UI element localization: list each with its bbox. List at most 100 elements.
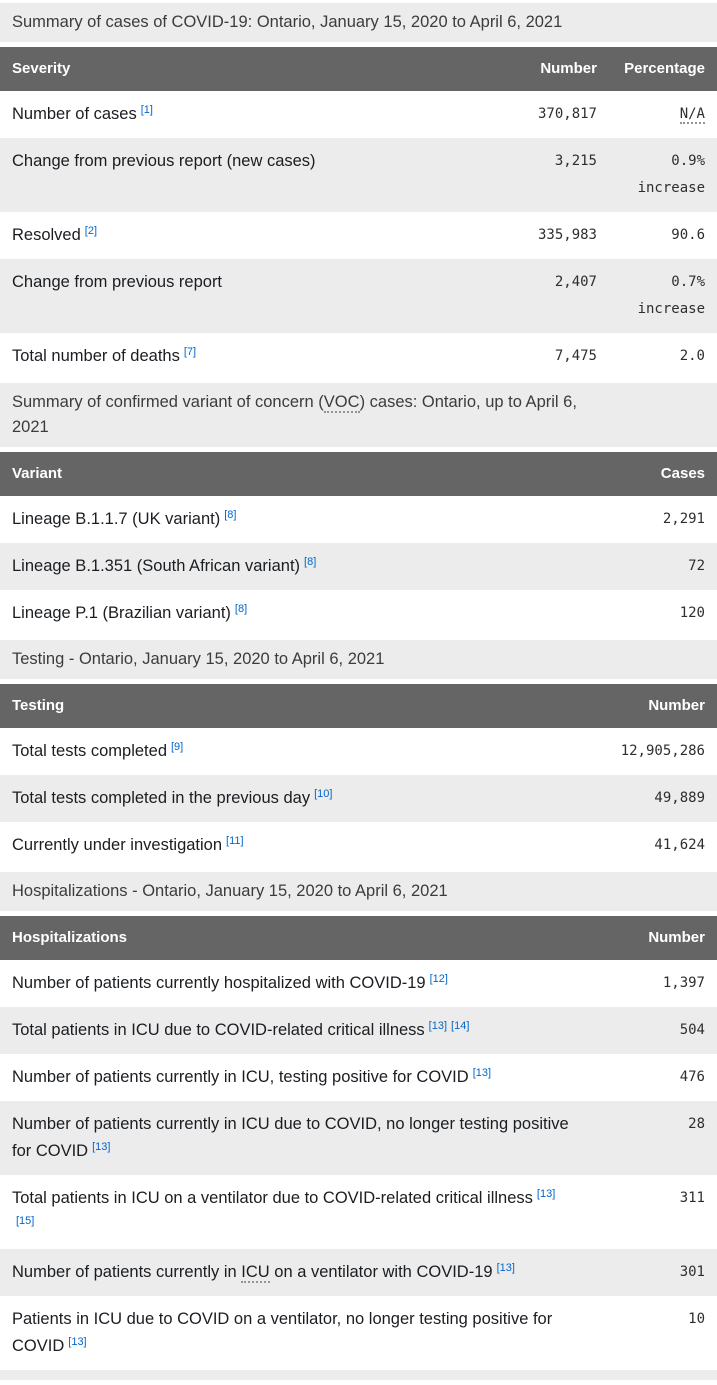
table-header-row: Variant Cases [0,452,717,496]
text-run: Summary of confirmed variant of concern … [12,393,324,411]
number-cell: 3,215 [457,138,605,212]
footnote-link[interactable]: [11] [226,835,244,847]
row-label-cell: Patients in ICU due to COVID on a ventil… [0,1296,587,1370]
text-run: Number of cases [12,105,137,123]
number-cell: 370,817 [457,91,605,138]
table-header-row: Testing Number [0,684,717,728]
footnote-link[interactable]: [13] [428,1020,448,1032]
percentage-cell: 2.0 [605,333,717,380]
text-run: 28 [688,1116,705,1132]
percentage-cell: N/A [605,91,717,138]
footnote-ref: [13] [429,1020,447,1032]
footnote-ref: [13] [68,1336,86,1348]
footnote-link[interactable]: [7] [183,346,197,358]
number-cell: 504 [587,1007,717,1054]
number-cell: 476 [587,1054,717,1101]
abbreviation-n-a: N/A [679,106,705,124]
text-run: Total patients in ICU due to COVID-relat… [12,1021,425,1039]
number-cell: 335,983 [457,212,605,259]
table-row: Lineage P.1 (Brazilian variant) [8] 120 [0,590,717,637]
table-caption-testing: Testing - Ontario, January 15, 2020 to A… [0,640,717,679]
table-row: Total patients in ICU on a ventilator du… [0,1175,717,1249]
footnote-link[interactable]: [13] [472,1067,492,1079]
percentage-cell: 0.9% increase [605,138,717,212]
abbreviation-icu: ICU [241,1263,270,1283]
summary-table-testing: Testing - Ontario, January 15, 2020 to A… [0,640,717,869]
text-run: ) cases: Ontario, up to April 6, [359,393,577,411]
text-run: Total tests completed [12,742,167,760]
number-cell: 28 [587,1101,717,1175]
footnote-link[interactable]: [12] [429,973,448,985]
footnote-ref: [7] [184,346,196,358]
table-row: Change from previous report (new cases) 3… [0,138,717,212]
text-run: 0.7% increase [637,274,705,317]
row-label-cell: Total patients in ICU due to COVID-relat… [0,1007,587,1054]
text-run: 3,215 [554,153,597,169]
table-row-cutoff [0,1370,717,1380]
column-header-number: Number [648,697,705,714]
text-run: 2,291 [662,511,705,527]
text-run: 120 [679,605,705,621]
footnote-link[interactable]: [13] [536,1188,556,1200]
text-run: Lineage P.1 (Brazilian variant) [12,604,231,622]
row-label-cell: Change from previous report [0,259,457,333]
number-cell: 49,889 [587,775,717,822]
table-row: Total number of deaths [7] 7,475 2.0 [0,333,717,380]
number-cell: 1,397 [587,960,717,1007]
table-row: Lineage B.1.351 (South African variant)[… [0,543,717,590]
row-label-cell: Lineage B.1.351 (South African variant)[… [0,543,587,590]
text-run: 41,624 [654,837,705,853]
row-label-cell: Total tests completed in the previous da… [0,775,587,822]
text-run: Total number of deaths [12,347,180,365]
text-run: Change from previous report [12,273,223,291]
table-row: Number of cases [1] 370,817 N/A [0,91,717,138]
number-cell: 2,407 [457,259,605,333]
footnote-ref: [12] [430,973,448,985]
table-row: Number of patients currently in ICU on a… [0,1249,717,1296]
percentage-cell: 90.6 [605,212,717,259]
footnote-link[interactable]: [13] [68,1336,87,1348]
abbreviation-voc: VOC [323,393,360,413]
table-caption-cases: Summary of cases of COVID-19: Ontario, J… [0,3,717,42]
footnote-link[interactable]: [15] [16,1215,35,1227]
footnote-ref: [13] [473,1067,491,1079]
footnote-link[interactable]: [10] [314,788,333,800]
footnote-link[interactable]: [9] [171,741,184,753]
table-row: Number of patients currently in ICU due … [0,1101,717,1175]
text-run: Number of patients currently hospitalize… [12,974,426,992]
table-row: Currently under investigation [11] 41,624 [0,822,717,869]
text-run: Resolved [12,226,81,244]
footnote-ref: [13] [92,1141,110,1153]
text-run: Total patients in ICU on a ventilator du… [12,1189,533,1207]
footnote-link[interactable]: [2] [84,225,98,237]
row-label-cell: Number of cases [1] [0,91,457,138]
footnote-ref: [10] [314,788,332,800]
text-run: 2,407 [554,274,597,290]
column-header-testing: Testing [12,697,65,714]
footnote-link[interactable]: [13] [496,1262,515,1274]
footnote-ref: [15] [16,1215,34,1227]
summary-table-cases: Summary of cases of COVID-19: Ontario, J… [0,3,717,380]
text-run: Summary of cases of COVID-19: Ontario, J… [12,13,563,31]
text-run: 476 [679,1069,705,1085]
text-run: Lineage B.1.351 (South African variant) [12,557,301,575]
footnote-link[interactable]: [8] [224,509,237,521]
table-row: Total tests completed in the previous da… [0,775,717,822]
number-cell: 10 [587,1296,717,1370]
footnote-link[interactable]: [1] [140,104,153,116]
footnote-link[interactable]: [8] [304,556,317,568]
text-run: Total tests completed in the previous da… [12,789,311,807]
text-run: 370,817 [537,106,597,122]
footnote-ref: [8] [224,509,236,521]
text-run: on a ventilator with COVID-19 [269,1263,493,1281]
row-label-cell: Currently under investigation [11] [0,822,587,869]
column-header-number: Number [648,929,705,946]
row-label-cell: Number of patients currently in ICU, tes… [0,1054,587,1101]
text-run: 72 [688,558,705,574]
column-header-number: Number [540,60,597,77]
text-run: 2021 [12,418,49,436]
footnote-link[interactable]: [8] [234,603,248,615]
footnote-link[interactable]: [13] [92,1141,111,1153]
footnote-link[interactable]: [14] [451,1020,470,1032]
text-run: Currently under investigation [12,836,223,854]
